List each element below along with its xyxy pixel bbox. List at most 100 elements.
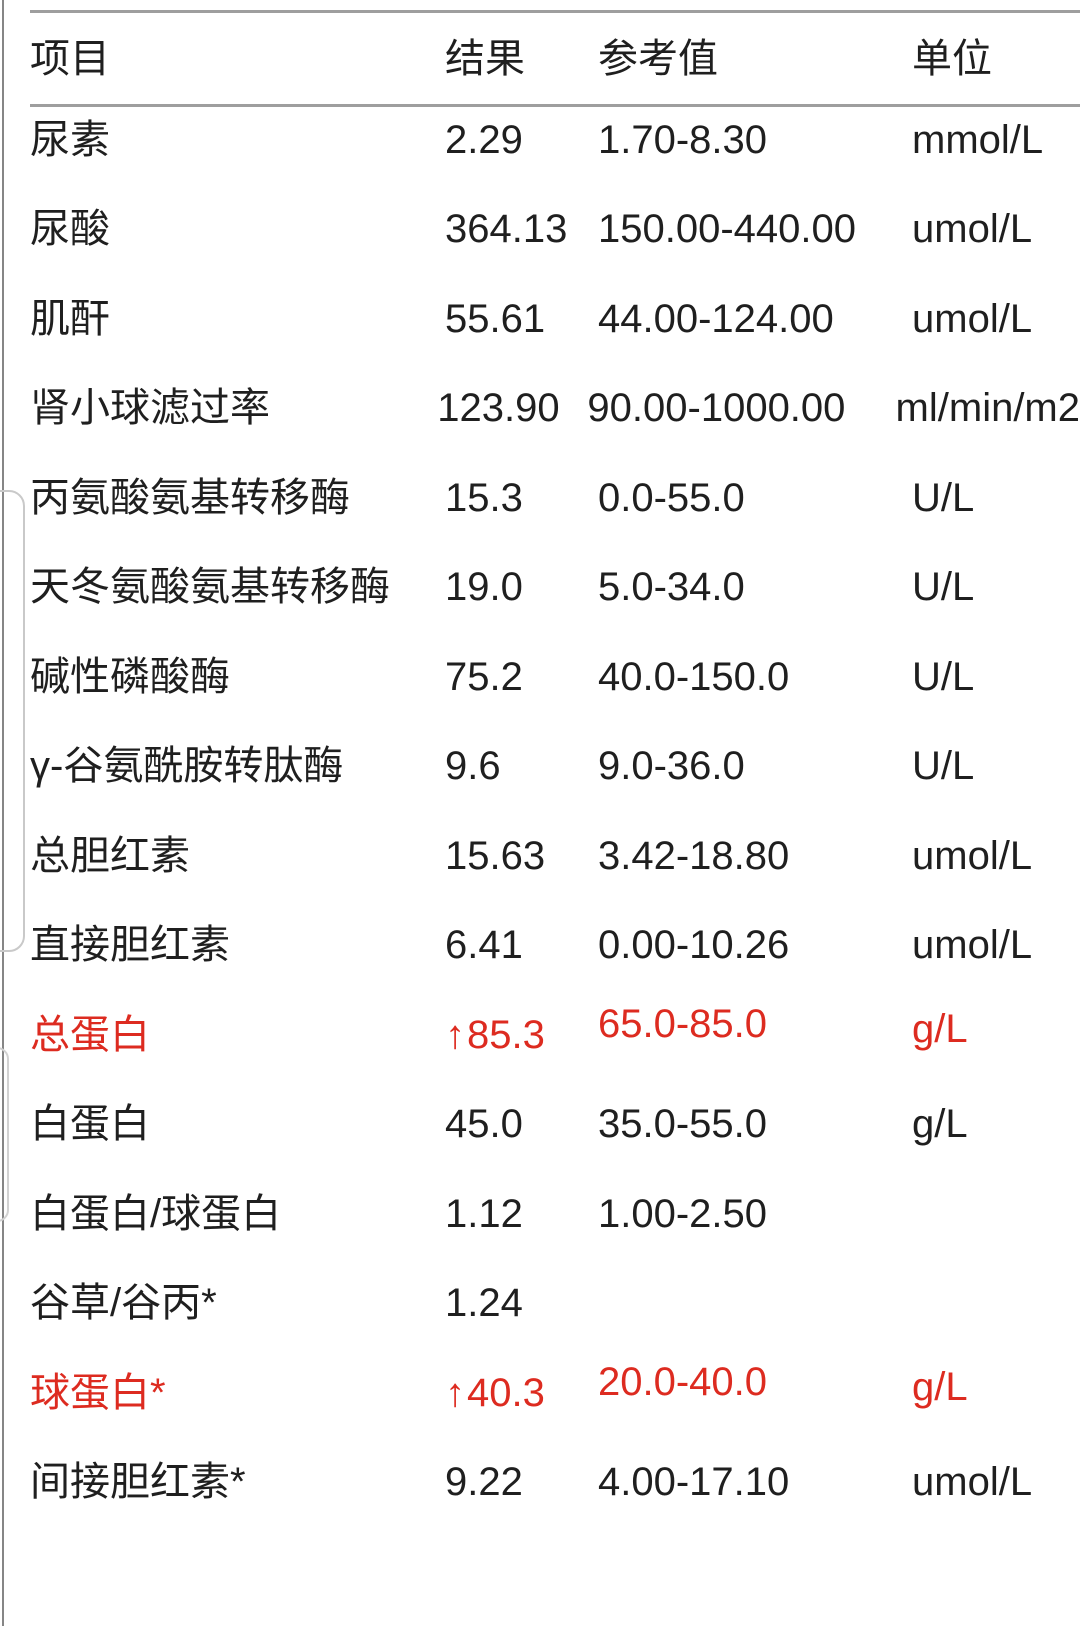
table-row: 尿酸 364.13 150.00-440.00 umol/L bbox=[0, 185, 1080, 275]
row-result-value: 75.2 bbox=[445, 654, 523, 699]
row-item-label: 肾小球滤过率 bbox=[30, 386, 270, 431]
row-result: 364.13 bbox=[445, 207, 598, 251]
table-row: 总蛋白 ↑85.3 65.0-85.0 g/L bbox=[0, 990, 1080, 1080]
table-row: 尿素 2.29 1.70-8.30 mmol/L bbox=[0, 95, 1080, 185]
row-item-label: 白蛋白 bbox=[30, 1102, 150, 1147]
header-result: 结果 bbox=[445, 36, 525, 81]
row-item-label: 直接胆红素 bbox=[30, 923, 230, 968]
row-reference-range: 40.0-150.0 bbox=[598, 654, 790, 699]
row-result-value: 9.22 bbox=[445, 1460, 523, 1505]
row-result: ↑85.3 bbox=[445, 1013, 598, 1057]
row-reference-range: 44.00-124.00 bbox=[598, 296, 834, 341]
row-result-value: 55.61 bbox=[445, 296, 546, 341]
row-result: 15.63 bbox=[445, 834, 598, 878]
row-unit: g/L bbox=[912, 1102, 968, 1147]
row-reference-range: 5.0-34.0 bbox=[598, 565, 745, 610]
row-item-label: 间接胆红素* bbox=[30, 1460, 246, 1505]
row-result: 6.41 bbox=[445, 923, 598, 967]
row-result: 2.29 bbox=[445, 118, 598, 162]
row-reference-range: 1.70-8.30 bbox=[598, 117, 768, 162]
row-result-value: 123.90 bbox=[437, 386, 560, 431]
row-result: 15.3 bbox=[445, 476, 598, 520]
row-item-label: 碱性磷酸酶 bbox=[30, 654, 230, 699]
table-row: 白蛋白 45.0 35.0-55.0 g/L bbox=[0, 1080, 1080, 1170]
row-result: 45.0 bbox=[445, 1102, 598, 1146]
header-reference: 参考值 bbox=[598, 36, 718, 81]
row-reference-range: 4.00-17.10 bbox=[598, 1460, 790, 1505]
row-unit: g/L bbox=[912, 1364, 968, 1409]
row-unit: U/L bbox=[912, 744, 975, 789]
row-reference-range: 35.0-55.0 bbox=[598, 1102, 768, 1147]
header-item: 项目 bbox=[30, 36, 110, 81]
table-row: 总胆红素 15.63 3.42-18.80 umol/L bbox=[0, 811, 1080, 901]
row-item-label: 球蛋白* bbox=[30, 1370, 166, 1415]
row-result-value: 1.12 bbox=[445, 1191, 523, 1236]
row-unit: umol/L bbox=[912, 296, 1033, 341]
row-reference-range: 9.0-36.0 bbox=[598, 744, 745, 789]
row-result: 123.90 bbox=[437, 386, 587, 430]
row-unit: U/L bbox=[912, 475, 975, 520]
row-result-value: 9.6 bbox=[445, 744, 501, 789]
row-unit: U/L bbox=[912, 565, 975, 610]
row-result-value: 364.13 bbox=[445, 207, 568, 252]
row-unit: ml/min/m2 bbox=[895, 386, 1080, 431]
table-row: 直接胆红素 6.41 0.00-10.26 umol/L bbox=[0, 901, 1080, 991]
row-result: 75.2 bbox=[445, 655, 598, 699]
row-reference-range: 3.42-18.80 bbox=[598, 833, 790, 878]
table-row: 白蛋白/球蛋白 1.12 1.00-2.50 bbox=[0, 1169, 1080, 1259]
row-reference-range: 1.00-2.50 bbox=[598, 1191, 768, 1236]
table-row: 肾小球滤过率 123.90 90.00-1000.00 ml/min/m2 bbox=[0, 364, 1080, 454]
high-arrow-icon: ↑ bbox=[445, 1012, 467, 1057]
row-result: 9.6 bbox=[445, 744, 598, 788]
row-result-value: 85.3 bbox=[467, 1012, 545, 1057]
row-reference-range: 0.0-55.0 bbox=[598, 475, 745, 520]
row-item-label: 谷草/谷丙* bbox=[30, 1281, 217, 1326]
table-body: 尿素 2.29 1.70-8.30 mmol/L 尿酸 364.13 150.0… bbox=[0, 95, 1080, 1527]
row-result: 55.61 bbox=[445, 297, 598, 341]
row-result-value: 6.41 bbox=[445, 923, 523, 968]
high-arrow-icon: ↑ bbox=[445, 1370, 467, 1415]
table-row: 天冬氨酸氨基转移酶 19.0 5.0-34.0 U/L bbox=[0, 543, 1080, 633]
row-result-value: 15.63 bbox=[445, 833, 546, 878]
table-row: 间接胆红素* 9.22 4.00-17.10 umol/L bbox=[0, 1438, 1080, 1528]
row-result-value: 1.24 bbox=[445, 1281, 523, 1326]
row-reference-range: 0.00-10.26 bbox=[598, 923, 790, 968]
page-left-edge-line bbox=[2, 0, 4, 1626]
row-unit: U/L bbox=[912, 654, 975, 699]
row-reference-range: 65.0-85.0 bbox=[598, 1001, 768, 1046]
table-top-rule bbox=[30, 10, 1080, 13]
table-row: 碱性磷酸酶 75.2 40.0-150.0 U/L bbox=[0, 632, 1080, 722]
row-item-label: 尿酸 bbox=[30, 207, 110, 252]
row-result: 1.24 bbox=[445, 1281, 598, 1325]
row-reference-range: 150.00-440.00 bbox=[598, 207, 857, 252]
row-unit: mmol/L bbox=[912, 117, 1044, 162]
table-row: 丙氨酸氨基转移酶 15.3 0.0-55.0 U/L bbox=[0, 453, 1080, 543]
table-header-row: 项目 结果 参考值 单位 bbox=[0, 13, 1080, 104]
row-unit: umol/L bbox=[912, 207, 1033, 252]
background-card-edge-top bbox=[0, 490, 25, 952]
row-result: 1.12 bbox=[445, 1192, 598, 1236]
header-bottom-rule bbox=[30, 104, 1080, 107]
row-item-label: 白蛋白/球蛋白 bbox=[30, 1191, 282, 1236]
row-item-label: 肌酐 bbox=[30, 296, 110, 341]
row-item-label: 总蛋白 bbox=[30, 1012, 150, 1057]
row-reference-range: 20.0-40.0 bbox=[598, 1359, 768, 1404]
row-unit: umol/L bbox=[912, 833, 1033, 878]
row-unit: g/L bbox=[912, 1006, 968, 1051]
table-row: 肌酐 55.61 44.00-124.00 umol/L bbox=[0, 274, 1080, 364]
row-unit: umol/L bbox=[912, 1460, 1033, 1505]
row-item-label: 天冬氨酸氨基转移酶 bbox=[30, 565, 390, 610]
row-item-label: 总胆红素 bbox=[30, 833, 190, 878]
row-result-value: 15.3 bbox=[445, 475, 523, 520]
row-result: 9.22 bbox=[445, 1460, 598, 1504]
row-result-value: 2.29 bbox=[445, 117, 523, 162]
table-row: 球蛋白* ↑40.3 20.0-40.0 g/L bbox=[0, 1348, 1080, 1438]
row-unit: umol/L bbox=[912, 923, 1033, 968]
row-reference-range: 90.00-1000.00 bbox=[587, 386, 846, 431]
table-row: γ-谷氨酰胺转肽酶 9.6 9.0-36.0 U/L bbox=[0, 722, 1080, 812]
row-result-value: 19.0 bbox=[445, 565, 523, 610]
row-item-label: 尿素 bbox=[30, 117, 110, 162]
row-item-label: γ-谷氨酰胺转肽酶 bbox=[30, 744, 344, 789]
row-result: ↑40.3 bbox=[445, 1371, 598, 1415]
header-unit: 单位 bbox=[912, 36, 992, 81]
